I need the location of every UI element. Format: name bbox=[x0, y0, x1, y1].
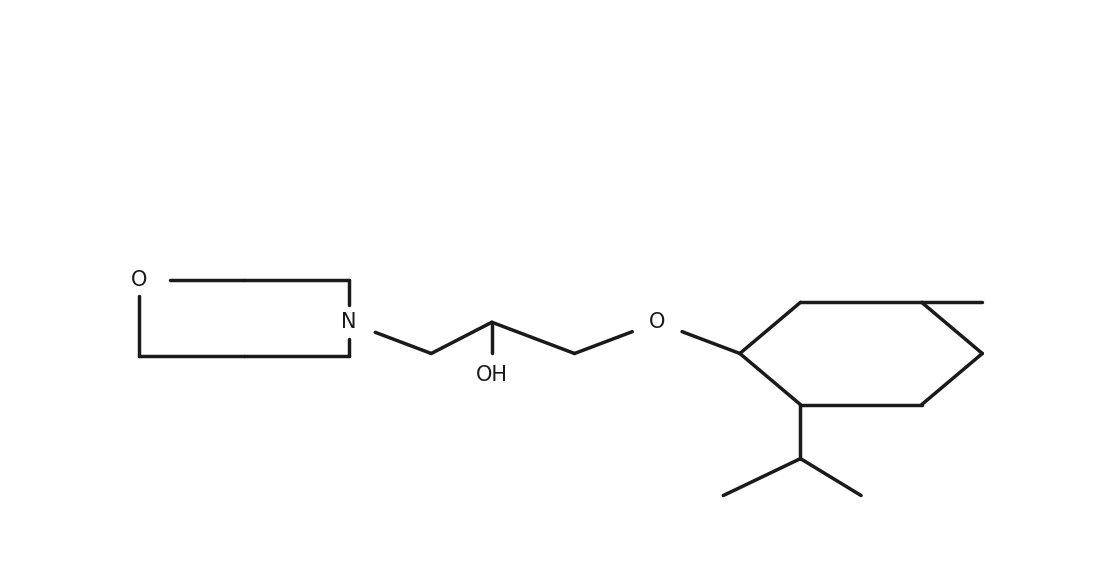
Text: OH: OH bbox=[475, 365, 508, 385]
Text: N: N bbox=[340, 313, 356, 332]
Text: O: O bbox=[650, 313, 665, 332]
Text: O: O bbox=[131, 269, 147, 290]
